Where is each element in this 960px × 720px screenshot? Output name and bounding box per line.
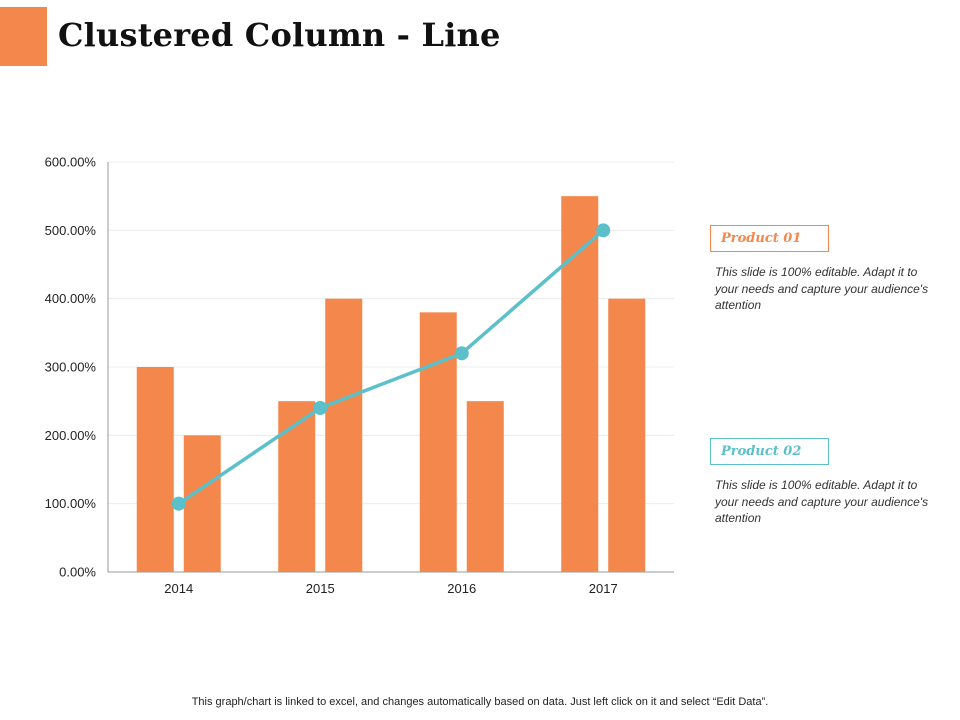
y-tick-label: 500.00%	[45, 223, 97, 238]
y-tick-label: 0.00%	[59, 565, 96, 580]
bar-2015-series-1	[278, 401, 316, 572]
line-point-2014	[171, 496, 186, 511]
title-accent-block	[0, 7, 47, 66]
bar-2016-series-1	[419, 312, 457, 572]
bar-2017-series-1	[561, 196, 599, 572]
y-tick-label: 600.00%	[45, 155, 97, 170]
x-tick-label: 2015	[306, 581, 335, 596]
y-tick-label: 300.00%	[45, 360, 97, 375]
footer-note: This graph/chart is linked to excel, and…	[191, 696, 769, 708]
y-tick-label: 400.00%	[45, 291, 97, 306]
y-tick-label: 100.00%	[45, 496, 97, 511]
line-point-2017	[596, 223, 611, 238]
y-tick-label: 200.00%	[45, 428, 97, 443]
slide-title: Clustered Column - Line	[58, 16, 501, 54]
legend-product-01: Product 01	[710, 225, 829, 252]
legend-product-01-description: This slide is 100% editable. Adapt it to…	[715, 265, 929, 312]
bar-2015-series-2	[325, 298, 363, 572]
line-point-2016	[454, 346, 469, 361]
x-tick-label: 2014	[164, 581, 193, 596]
legend-product-02-description: This slide is 100% editable. Adapt it to…	[715, 478, 929, 525]
bar-2017-series-2	[608, 298, 646, 572]
line-point-2015	[313, 401, 328, 415]
x-tick-label: 2017	[589, 581, 618, 596]
legend-product-02: Product 02	[710, 438, 829, 465]
line-series	[177, 229, 605, 506]
bar-2014-series-2	[183, 435, 221, 572]
bar-2014-series-1	[136, 367, 174, 572]
bar-2016-series-2	[466, 401, 504, 572]
x-tick-label: 2016	[447, 581, 476, 596]
